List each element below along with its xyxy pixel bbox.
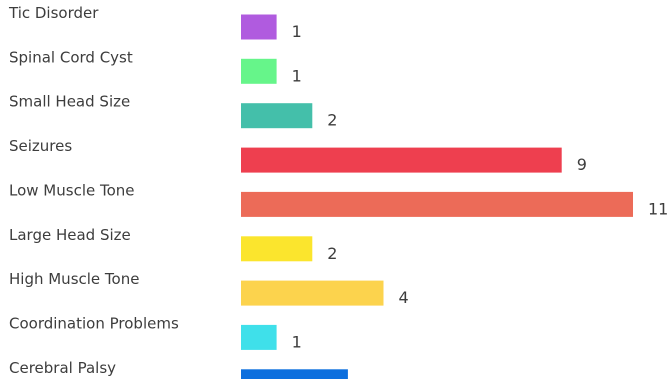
bar-spinal-cord-cyst [241, 58, 277, 84]
bars-layer [241, 14, 633, 379]
value-label-low-muscle-tone: 11 [648, 199, 667, 218]
category-label-seizures: Seizures [9, 137, 72, 155]
category-label-coordination-problems: Coordination Problems [9, 314, 179, 332]
value-label-cerebral-palsy: 3 [363, 377, 373, 379]
category-labels: Tic Disorder Spinal Cord Cyst Small Head S… [8, 4, 179, 377]
value-label-high-muscle-tone: 4 [399, 288, 409, 307]
category-label-low-muscle-tone: Low Muscle Tone [9, 181, 135, 199]
bar-small-head-size [241, 103, 313, 129]
bar-high-muscle-tone [241, 280, 384, 306]
value-label-large-head-size: 2 [327, 244, 337, 263]
value-label-small-head-size: 2 [327, 111, 337, 130]
category-label-high-muscle-tone: High Muscle Tone [9, 270, 139, 288]
bar-low-muscle-tone [241, 191, 633, 217]
value-label-tic-disorder: 1 [292, 22, 302, 41]
category-label-small-head-size: Small Head Size [9, 93, 130, 111]
value-label-seizures: 9 [577, 155, 587, 174]
bar-seizures [241, 147, 562, 173]
value-label-coordination-problems: 1 [292, 332, 302, 351]
category-label-tic-disorder: Tic Disorder [8, 4, 99, 22]
bar-cerebral-palsy [241, 369, 348, 379]
category-label-cerebral-palsy: Cerebral Palsy [9, 359, 116, 377]
bar-large-head-size [241, 236, 313, 262]
bar-tic-disorder [241, 14, 277, 40]
category-label-spinal-cord-cyst: Spinal Cord Cyst [9, 48, 133, 66]
bar-coordination-problems [241, 324, 277, 350]
value-labels: 1129112413 [292, 22, 667, 379]
value-label-spinal-cord-cyst: 1 [292, 66, 302, 85]
category-label-large-head-size: Large Head Size [9, 226, 131, 244]
